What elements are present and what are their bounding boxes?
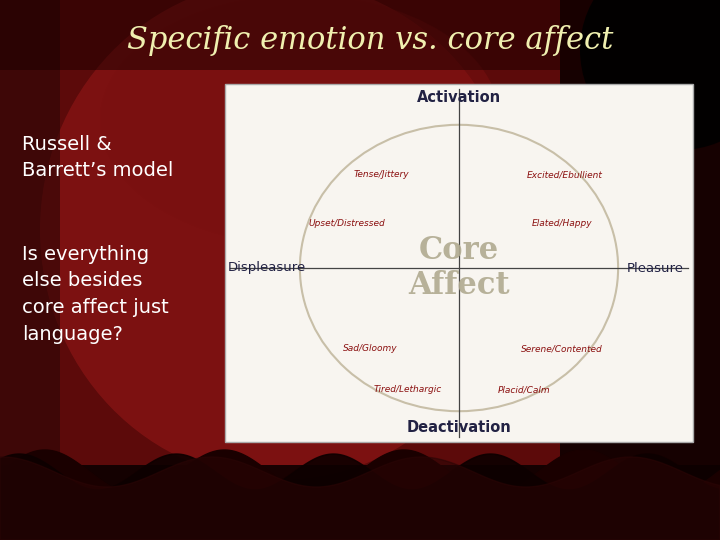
Ellipse shape bbox=[580, 0, 720, 150]
Bar bbox=[0, 0, 60, 540]
Bar bbox=[0, 465, 720, 540]
Text: Specific emotion vs. core affect: Specific emotion vs. core affect bbox=[127, 24, 613, 56]
Text: Is everything
else besides
core affect just
language?: Is everything else besides core affect j… bbox=[22, 245, 168, 343]
Text: Excited/Ebullient: Excited/Ebullient bbox=[526, 171, 602, 179]
Text: Tired/Lethargic: Tired/Lethargic bbox=[374, 385, 441, 394]
Bar bbox=[225, 84, 693, 442]
Ellipse shape bbox=[40, 0, 520, 480]
Text: Elated/Happy: Elated/Happy bbox=[531, 219, 593, 228]
Ellipse shape bbox=[100, 0, 500, 245]
Text: Activation: Activation bbox=[417, 91, 501, 105]
Text: Pleasure: Pleasure bbox=[626, 261, 683, 274]
Text: Deactivation: Deactivation bbox=[407, 421, 511, 435]
Text: Upset/Distressed: Upset/Distressed bbox=[308, 219, 385, 228]
Text: Tense/Jittery: Tense/Jittery bbox=[354, 171, 410, 179]
Text: Russell &
Barrett’s model: Russell & Barrett’s model bbox=[22, 135, 174, 180]
Bar bbox=[0, 0, 720, 70]
Text: Displeasure: Displeasure bbox=[228, 261, 306, 274]
Text: Sad/Gloomy: Sad/Gloomy bbox=[343, 344, 397, 353]
Text: Serene/Contented: Serene/Contented bbox=[521, 344, 603, 353]
Text: Core
Affect: Core Affect bbox=[408, 235, 510, 301]
Bar bbox=[560, 0, 720, 540]
Text: Placid/Calm: Placid/Calm bbox=[498, 385, 551, 394]
